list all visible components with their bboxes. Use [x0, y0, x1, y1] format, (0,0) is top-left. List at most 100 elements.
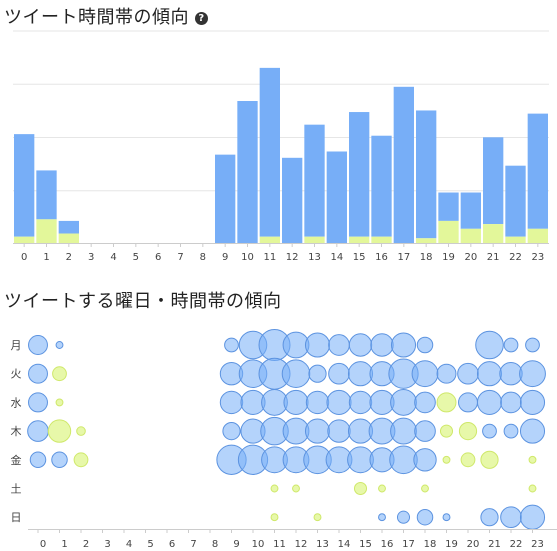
bubble-blue: [519, 418, 546, 444]
x-tick-label: 7: [190, 539, 196, 550]
bubble-blue: [281, 359, 311, 388]
bubble-blue: [28, 335, 48, 355]
help-icon[interactable]: ?: [195, 12, 208, 25]
bubble-blue: [519, 504, 546, 530]
bar-blue: [58, 220, 79, 234]
bubble-blue: [28, 392, 48, 413]
bubble-green: [47, 419, 72, 443]
bubble-blue: [476, 361, 503, 387]
bar-green: [505, 236, 526, 243]
bubble-blue: [503, 337, 519, 353]
x-tick-label: 16: [381, 539, 394, 550]
bubble-green: [528, 455, 537, 464]
bubble-green: [270, 484, 279, 493]
bar-blue: [36, 170, 57, 220]
x-tick-label: 23: [531, 252, 544, 263]
x-tick-label: 16: [375, 252, 388, 263]
bar-green: [438, 220, 459, 243]
bubble-blue: [519, 389, 546, 415]
bubble-green: [73, 452, 89, 468]
y-tick-label: 火: [11, 368, 22, 381]
x-tick-label: 7: [177, 252, 183, 263]
bubble-blue: [416, 508, 434, 526]
bubble-green: [76, 426, 86, 436]
hourly-chart-title-text: ツイート時間帯の傾向: [4, 7, 189, 28]
bubble-blue: [347, 361, 374, 387]
bubble-green: [270, 513, 279, 522]
y-tick-label: 水: [11, 396, 22, 409]
y-tick-label: 日: [11, 511, 22, 524]
y-tick-label: 月: [11, 339, 22, 352]
bubble-blue: [28, 363, 48, 384]
bubble-green: [439, 424, 454, 438]
bar-blue: [393, 86, 414, 243]
x-tick-label: 13: [316, 539, 329, 550]
bubble-green: [353, 481, 368, 496]
bubble-blue: [327, 419, 351, 443]
x-tick-label: 3: [104, 539, 110, 550]
bubble-blue: [304, 418, 331, 444]
x-tick-label: 20: [464, 252, 477, 263]
bubble-blue: [370, 333, 394, 357]
bubble-blue: [499, 362, 523, 386]
x-tick-label: 22: [510, 539, 523, 550]
x-tick-label: 8: [212, 539, 218, 550]
x-tick-label: 1: [43, 252, 49, 263]
bubble-blue: [55, 341, 64, 349]
x-tick-label: 0: [21, 252, 27, 263]
x-tick-label: 9: [233, 539, 239, 550]
x-tick-label: 2: [66, 252, 72, 263]
bubble-green: [313, 513, 322, 522]
hourly-chart-title: ツイート時間帯の傾向?: [4, 3, 208, 29]
bubble-green: [421, 484, 429, 493]
bubble-blue: [27, 420, 49, 442]
bubble-blue: [475, 330, 504, 360]
bar-green: [58, 233, 79, 243]
bubble-blue: [378, 513, 386, 522]
x-tick-label: 19: [442, 252, 455, 263]
bar-green: [416, 238, 437, 243]
bubble-blue: [480, 508, 499, 527]
bubble-blue: [416, 336, 434, 354]
bar-blue: [304, 124, 325, 237]
bubble-blue: [414, 391, 436, 414]
x-tick-label: 11: [263, 252, 276, 263]
x-tick-label: 20: [467, 539, 480, 550]
bar-blue: [237, 101, 258, 243]
bar-green: [527, 228, 548, 243]
bubble-blue: [482, 423, 497, 439]
x-tick-label: 10: [252, 539, 265, 550]
bar-blue: [282, 157, 303, 243]
x-tick-label: 4: [110, 252, 116, 263]
bar-blue: [259, 67, 280, 237]
bubble-blue: [525, 337, 540, 353]
bubble-green: [436, 392, 457, 413]
bubble-blue: [396, 510, 411, 524]
bar-blue: [483, 137, 504, 225]
bubble-blue: [390, 388, 417, 416]
bubble-green: [480, 450, 499, 469]
bubble-blue: [326, 389, 352, 415]
bubble-blue: [519, 360, 546, 388]
x-tick-label: 15: [359, 539, 372, 550]
bar-green: [460, 228, 481, 243]
bubble-blue: [390, 332, 417, 358]
bar-blue: [416, 110, 437, 239]
x-tick-label: 14: [338, 539, 351, 550]
bubble-blue: [219, 390, 244, 415]
bar-blue: [460, 192, 481, 229]
y-tick-label: 木: [11, 425, 22, 438]
x-tick-label: 0: [40, 539, 46, 550]
bubble-blue: [500, 506, 522, 529]
x-tick-label: 10: [241, 252, 254, 263]
bar-blue: [371, 135, 392, 237]
bar-blue: [326, 151, 347, 243]
bubble-green: [52, 366, 67, 382]
bubble-blue: [457, 362, 479, 385]
bubble-blue: [436, 363, 457, 384]
bubble-blue: [442, 513, 451, 522]
bubble-blue: [328, 334, 350, 356]
y-tick-label: 金: [11, 453, 22, 467]
bubble-blue: [458, 392, 478, 413]
bubble-blue: [503, 423, 519, 439]
